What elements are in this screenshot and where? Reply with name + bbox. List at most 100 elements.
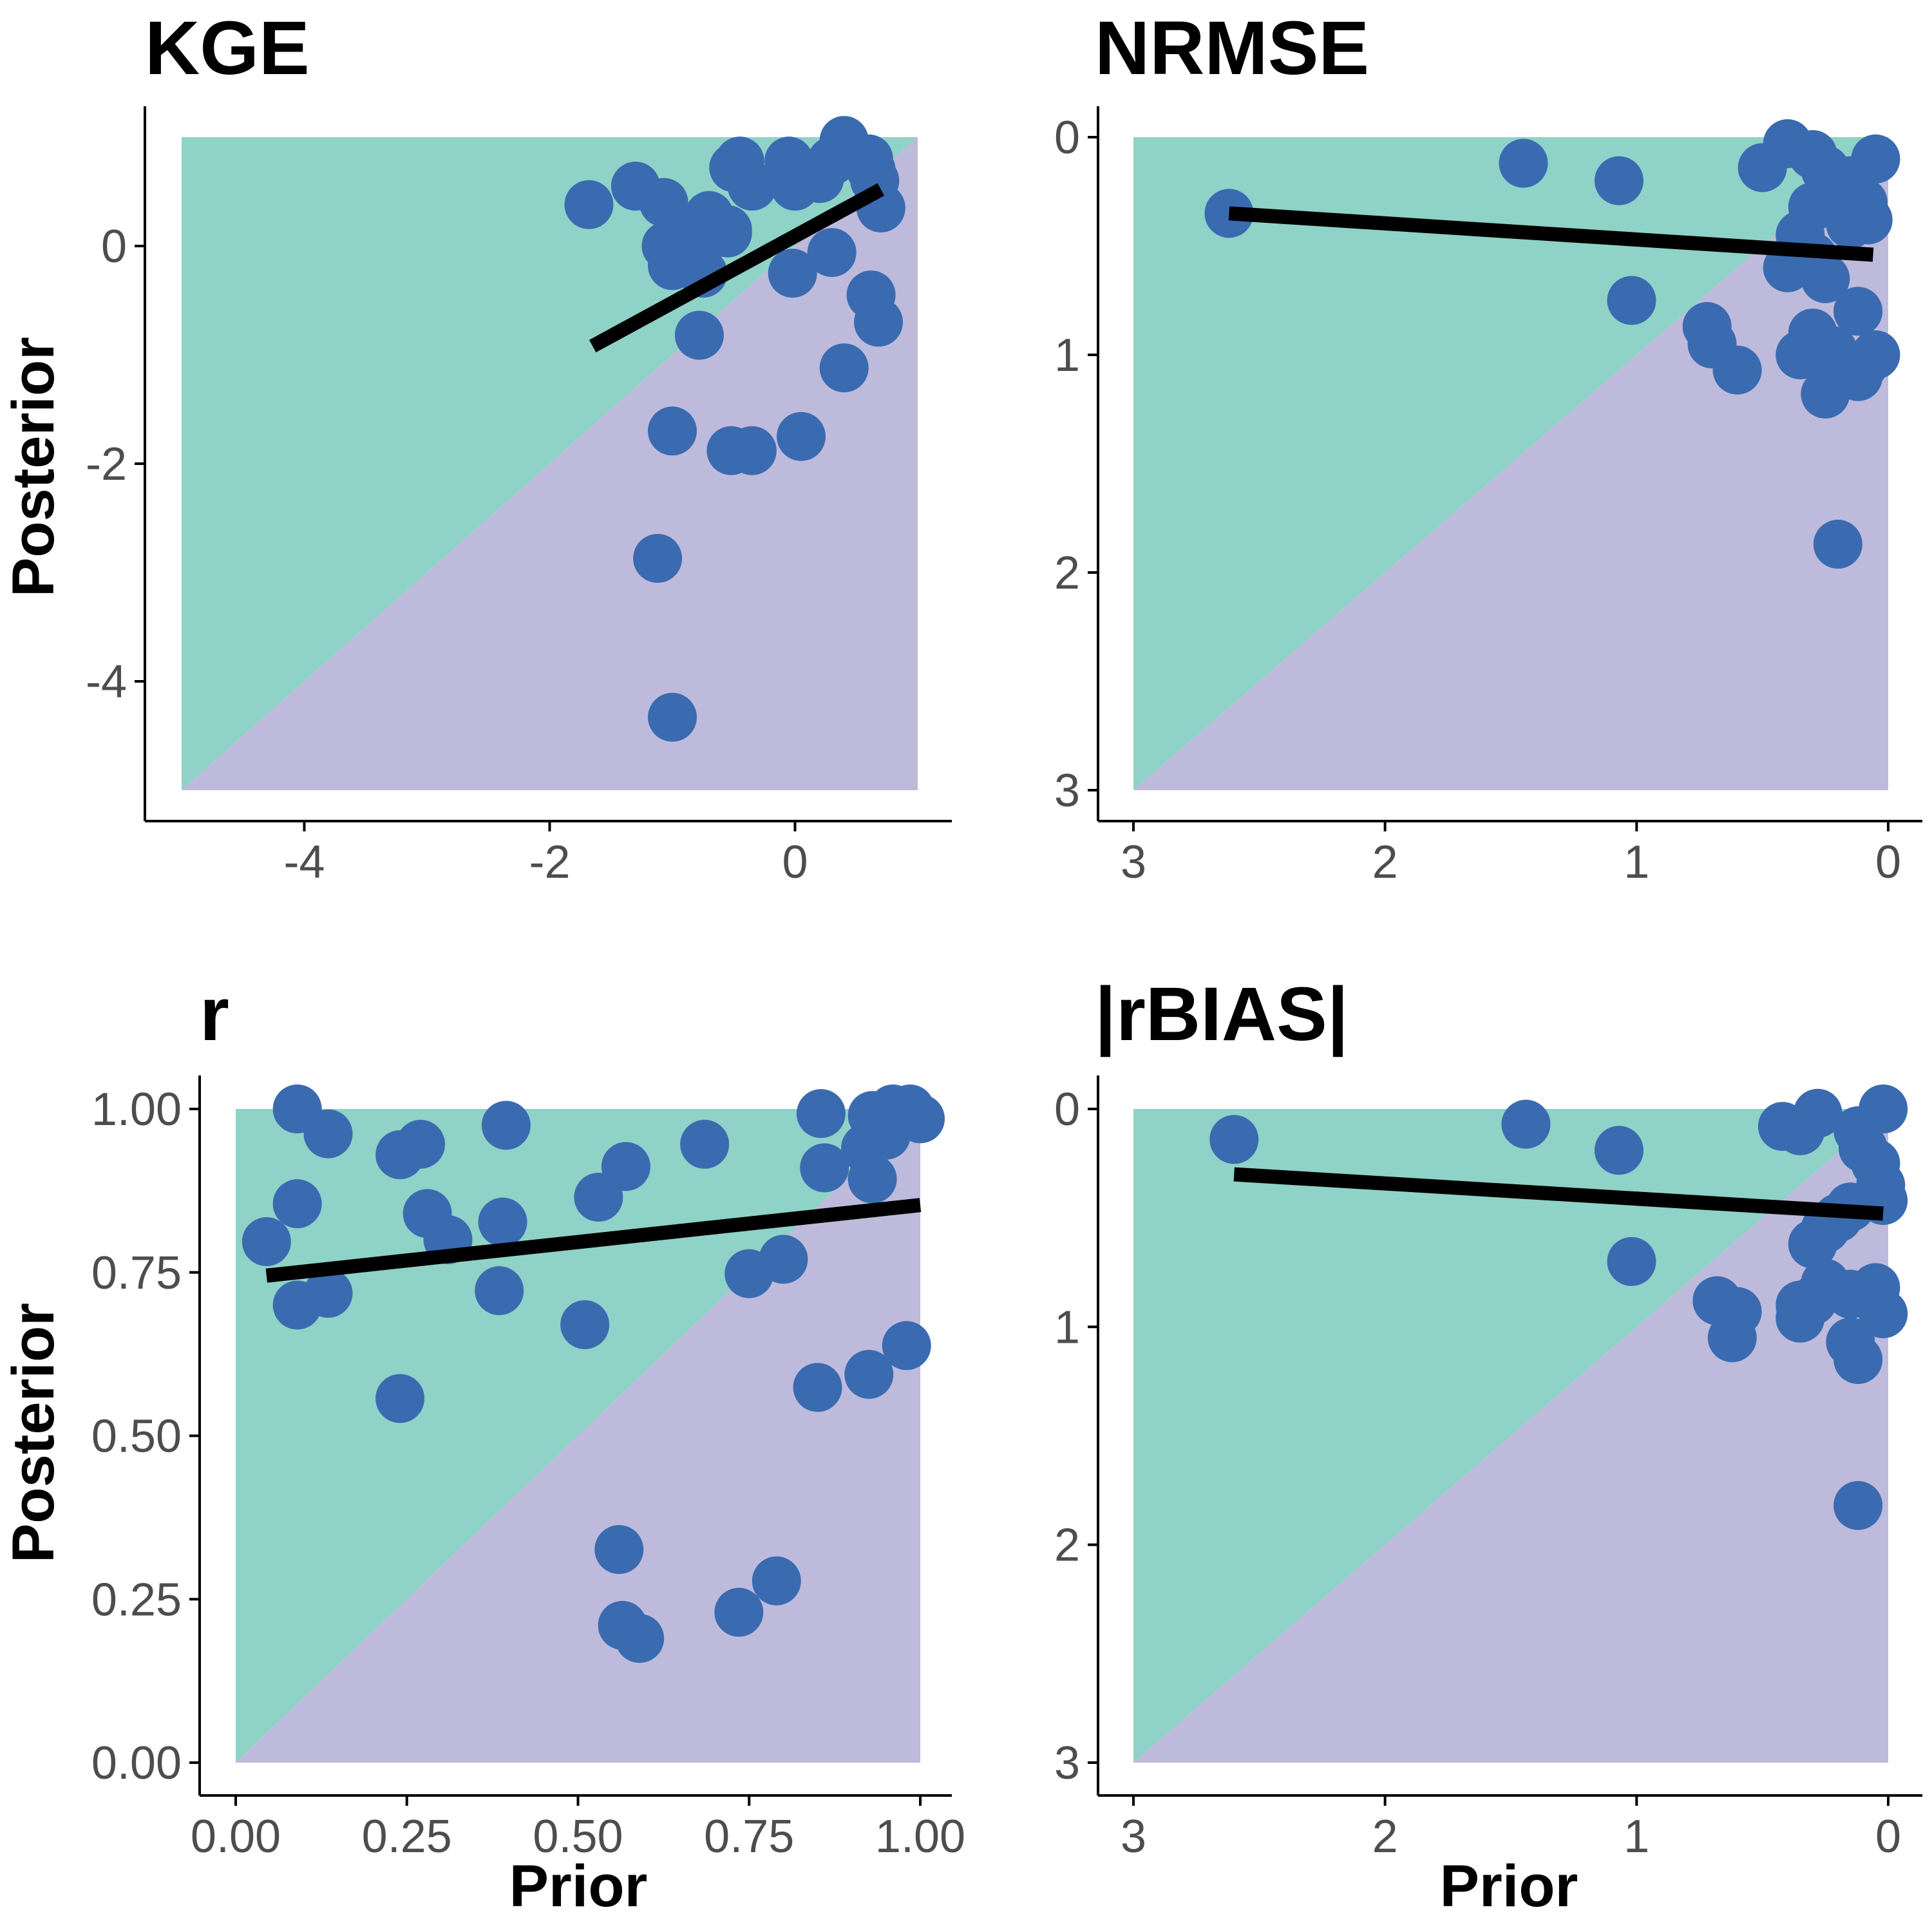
plot-area-kge: -4 -2 0 0 -2 -4	[86, 106, 952, 888]
data-point-nrmse	[1607, 276, 1656, 325]
data-point-kge	[564, 180, 614, 229]
y-tick-label-kge: -2	[86, 439, 127, 490]
data-point-nrmse	[1801, 254, 1850, 303]
data-point-kge	[727, 162, 777, 211]
data-point-r	[680, 1119, 730, 1169]
data-point-r	[481, 1101, 531, 1150]
plot-area-nrmse: 3 2 1 0 0 1 2 3	[1054, 106, 1922, 888]
data-point-r	[475, 1266, 524, 1316]
data-point-nrmse	[1833, 352, 1883, 401]
data-point-r	[759, 1235, 808, 1284]
plot-area-rbias: 3 2 1 0 0 1 2 3	[1054, 1075, 1922, 1862]
data-point-rbias	[1607, 1236, 1656, 1286]
data-point-kge	[854, 298, 904, 347]
x-tick-label-kge: 0	[782, 837, 808, 888]
data-point-r	[796, 1089, 846, 1139]
fit-line-r	[265, 1198, 922, 1283]
data-point-nrmse	[1682, 302, 1732, 352]
data-point-kge	[648, 692, 697, 742]
data-point-nrmse	[1712, 345, 1762, 395]
x-tick-label-r: 0.00	[191, 1811, 281, 1862]
y-tick-label-rbias: 0	[1054, 1084, 1080, 1135]
data-point-r	[560, 1300, 610, 1349]
y-tick-label-kge: -4	[86, 656, 127, 708]
x-tick-label-rbias: 2	[1372, 1811, 1398, 1862]
panel-r: r 0.00 0.25 0.50 0.75 1.001.000.750.500.250.…	[91, 972, 965, 1862]
data-point-nrmse	[1499, 138, 1548, 188]
y-tick-label-r: 1.00	[91, 1084, 182, 1135]
data-point-kge	[768, 249, 817, 298]
data-point-kge	[641, 222, 691, 270]
data-point-rbias	[1793, 1088, 1842, 1138]
x-tick-label-r: 0.50	[533, 1811, 623, 1862]
data-point-r	[478, 1197, 527, 1247]
data-point-nrmse	[1813, 520, 1862, 569]
data-point-r	[594, 1525, 644, 1575]
data-point-r	[844, 1350, 894, 1399]
fit-line-kge	[589, 183, 885, 353]
data-point-kge	[807, 228, 857, 278]
y-tick-label-r: 0.25	[91, 1574, 182, 1625]
y-tick-label-kge: 0	[101, 221, 127, 272]
panel-title-r: r	[200, 972, 229, 1057]
data-point-kge	[777, 412, 826, 461]
x-tick-label-kge: -4	[283, 837, 325, 888]
x-tick-label-r: 1.00	[875, 1811, 965, 1862]
x-axis-title-left: Prior	[509, 1853, 648, 1919]
x-tick-label-kge: -2	[529, 837, 570, 888]
data-point-nrmse	[1738, 143, 1787, 193]
data-point-r	[272, 1179, 322, 1229]
data-point-r	[848, 1154, 897, 1204]
data-point-rbias	[1833, 1481, 1883, 1530]
y-tick-label-r: 0.00	[91, 1738, 182, 1789]
data-point-kge	[674, 310, 724, 360]
data-point-r	[303, 1269, 353, 1318]
y-tick-label-r: 0.50	[91, 1411, 182, 1463]
x-tick-label-nrmse: 2	[1372, 837, 1398, 888]
data-point-kge	[633, 534, 683, 583]
region-below-diagonal-kge	[182, 137, 918, 790]
data-point-nrmse	[1851, 134, 1900, 184]
data-point-rbias	[1209, 1115, 1259, 1164]
x-tick-label-r: 0.25	[362, 1811, 452, 1862]
x-tick-label-nrmse: 1	[1624, 837, 1649, 888]
data-point-rbias	[1501, 1099, 1551, 1149]
data-point-rbias	[1594, 1126, 1643, 1175]
region-below-diagonal-rbias	[1133, 1109, 1888, 1763]
y-tick-label-nrmse: 3	[1054, 765, 1080, 817]
panel-title-rbias: |rBIAS|	[1095, 972, 1349, 1057]
x-tick-label-rbias: 3	[1121, 1811, 1146, 1862]
panel-kge: KGE -4 -2 0 0 -2 -4	[86, 6, 952, 888]
y-tick-label-rbias: 2	[1054, 1520, 1080, 1571]
x-tick-label-rbias: 0	[1875, 1811, 1901, 1862]
y-tick-label-rbias: 1	[1054, 1302, 1080, 1353]
x-tick-label-nrmse: 3	[1121, 837, 1146, 888]
data-point-r	[714, 1587, 764, 1637]
x-tick-label-nrmse: 0	[1875, 837, 1901, 888]
y-tick-label-r: 0.75	[91, 1247, 182, 1299]
data-point-rbias	[1707, 1313, 1757, 1363]
x-tick-label-r: 0.75	[704, 1811, 794, 1862]
y-tick-label-rbias: 3	[1054, 1738, 1080, 1789]
fit-line-rbias	[1233, 1167, 1884, 1221]
data-point-nrmse	[1594, 156, 1643, 205]
data-point-r	[396, 1119, 446, 1169]
data-point-kge	[819, 343, 869, 393]
data-point-r	[800, 1143, 849, 1193]
x-axis-title-right: Prior	[1440, 1853, 1578, 1919]
panel-title-kge: KGE	[145, 6, 310, 91]
plot-area-r: 0.00 0.25 0.50 0.75 1.00 1.00 0.75 0.50 0.25 0.00	[91, 1075, 965, 1862]
data-point-rbias	[1859, 1289, 1908, 1339]
data-point-kge	[639, 178, 688, 227]
data-point-r	[882, 1321, 931, 1370]
y-axis-title-top: Posterior	[1, 337, 66, 597]
fit-line-nrmse	[1228, 206, 1874, 262]
y-tick-label-nrmse: 0	[1054, 112, 1080, 164]
data-point-nrmse	[1826, 200, 1875, 249]
data-point-r	[601, 1142, 650, 1191]
data-point-nrmse	[1833, 287, 1883, 336]
x-tick-label-rbias: 1	[1624, 1811, 1649, 1862]
y-tick-label-nrmse: 1	[1054, 330, 1080, 381]
data-point-r	[375, 1374, 425, 1423]
data-point-kge	[648, 406, 697, 456]
